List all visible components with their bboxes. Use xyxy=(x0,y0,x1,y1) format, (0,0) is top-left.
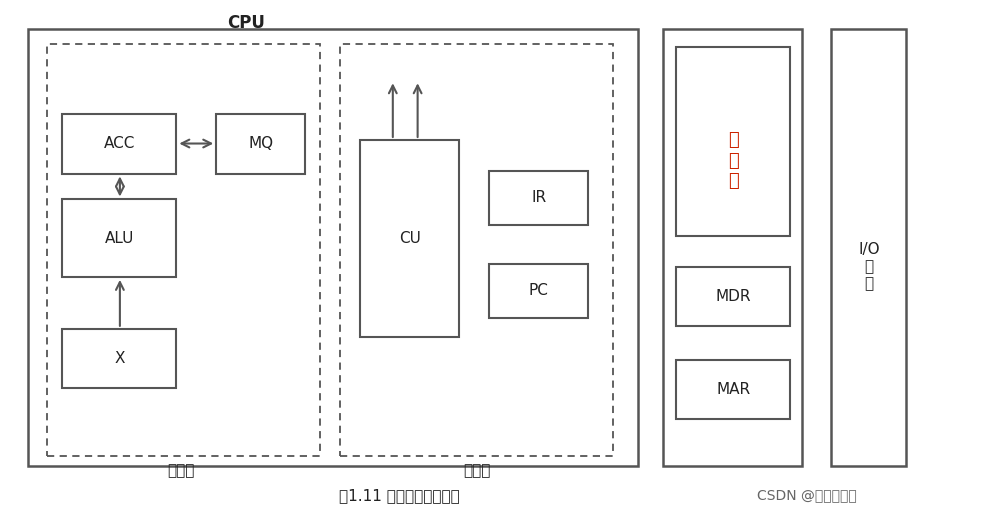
Text: MDR: MDR xyxy=(716,289,750,304)
Text: IR: IR xyxy=(531,190,546,206)
Text: 控制器: 控制器 xyxy=(463,463,491,479)
Text: I/O
设
备: I/O 设 备 xyxy=(858,242,880,292)
Text: 图1.11 细化的计算机结构: 图1.11 细化的计算机结构 xyxy=(339,488,460,503)
Text: X: X xyxy=(115,351,125,366)
Text: 运算器: 运算器 xyxy=(168,463,195,479)
Bar xyxy=(676,360,789,419)
Text: CU: CU xyxy=(399,231,420,246)
Bar xyxy=(831,29,906,466)
Text: CPU: CPU xyxy=(227,15,264,32)
Text: PC: PC xyxy=(529,283,549,299)
Bar xyxy=(663,29,801,466)
Text: CSDN @江湖陆小白: CSDN @江湖陆小白 xyxy=(756,488,856,503)
Bar xyxy=(217,114,305,174)
Bar xyxy=(340,44,613,456)
Bar xyxy=(489,171,588,225)
Text: MQ: MQ xyxy=(249,136,273,151)
Bar xyxy=(62,114,177,174)
Bar xyxy=(360,140,459,336)
Bar xyxy=(62,199,177,277)
Text: 存
储
体: 存 储 体 xyxy=(728,131,739,190)
Bar xyxy=(28,29,638,466)
Bar xyxy=(62,329,177,388)
Bar xyxy=(676,267,789,326)
Text: ACC: ACC xyxy=(104,136,136,151)
Bar xyxy=(676,47,789,236)
Bar xyxy=(489,264,588,319)
Bar xyxy=(48,44,320,456)
Text: MAR: MAR xyxy=(717,382,750,397)
Text: ALU: ALU xyxy=(105,231,135,246)
